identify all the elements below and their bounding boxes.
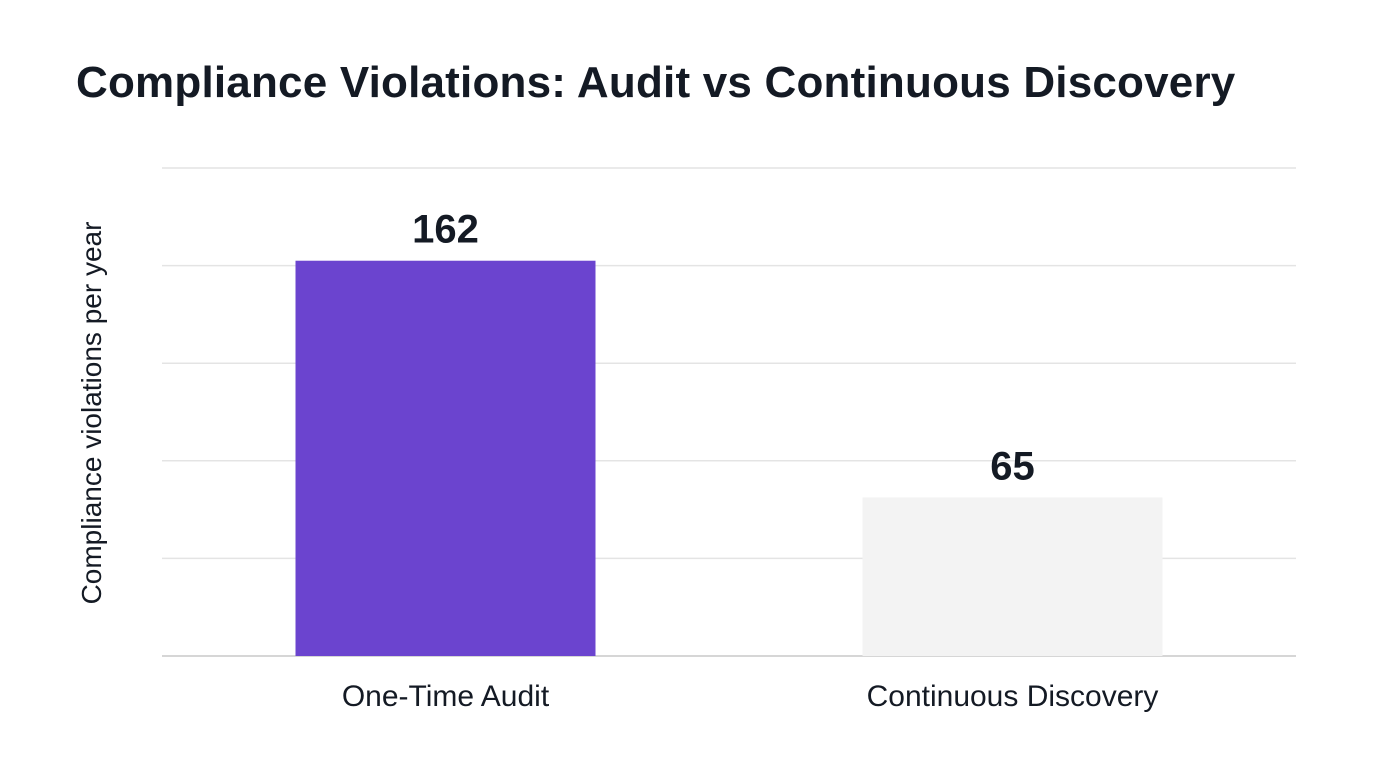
category-label: Continuous Discovery [867, 680, 1159, 713]
category-label: One-Time Audit [342, 680, 550, 713]
labels: 162 One-Time Audit 65 Continuous Discovery [342, 208, 1159, 713]
data-label: 162 [412, 208, 479, 252]
bar-continuous-discovery [862, 497, 1163, 656]
bars [295, 260, 1163, 656]
bar-one-time-audit [295, 260, 596, 656]
chart-title: Compliance Violations: Audit vs Continuo… [76, 58, 1236, 107]
data-label: 65 [990, 444, 1035, 488]
